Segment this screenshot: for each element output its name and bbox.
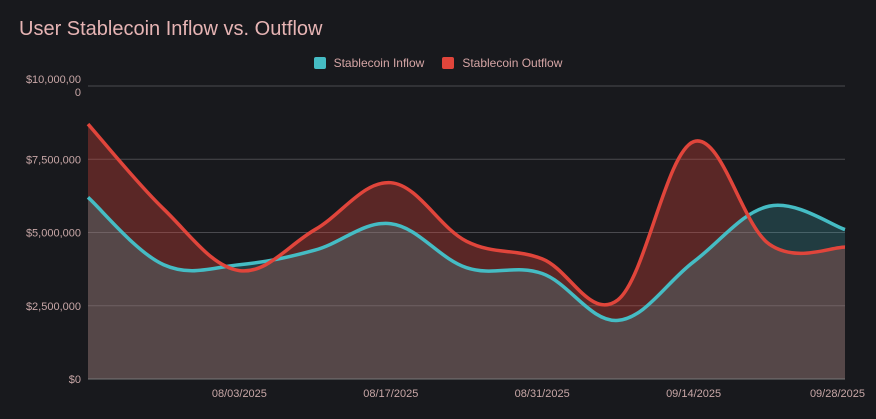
legend-item-outflow[interactable]: Stablecoin Outflow xyxy=(442,56,562,70)
legend-label-inflow: Stablecoin Inflow xyxy=(333,56,425,70)
y-tick-label: $5,000,000 xyxy=(26,228,81,240)
y-tick-label: $0 xyxy=(69,374,81,386)
x-tick-label: 09/14/2025 xyxy=(666,388,721,400)
outflow-line xyxy=(86,122,846,307)
x-tick-label: 08/17/2025 xyxy=(363,388,418,400)
legend-swatch-inflow xyxy=(313,57,326,69)
outflow-area xyxy=(88,124,845,379)
inflow-line xyxy=(86,196,846,323)
x-tick-label: 09/28/2025 xyxy=(810,388,865,400)
y-tick-label: $7,500,000 xyxy=(26,154,81,166)
legend-label-outflow: Stablecoin Outflow xyxy=(462,56,563,70)
y-tick-label: $2,500,000 xyxy=(26,301,81,313)
legend-swatch-outflow xyxy=(442,57,455,69)
chart-title: User Stablecoin Inflow vs. Outflow xyxy=(19,18,323,40)
legend: Stablecoin Inflow Stablecoin Outflow xyxy=(0,56,876,70)
y-tick-label-line: $10,000,00 xyxy=(26,74,81,86)
x-tick-label: 08/31/2025 xyxy=(515,388,570,400)
y-tick-label: $10,000,00 0 xyxy=(26,74,81,99)
x-tick-label: 08/03/2025 xyxy=(212,388,267,400)
legend-item-inflow[interactable]: Stablecoin Inflow xyxy=(313,56,425,70)
inflow-area xyxy=(88,197,845,379)
y-tick-label-line: 0 xyxy=(75,87,81,99)
